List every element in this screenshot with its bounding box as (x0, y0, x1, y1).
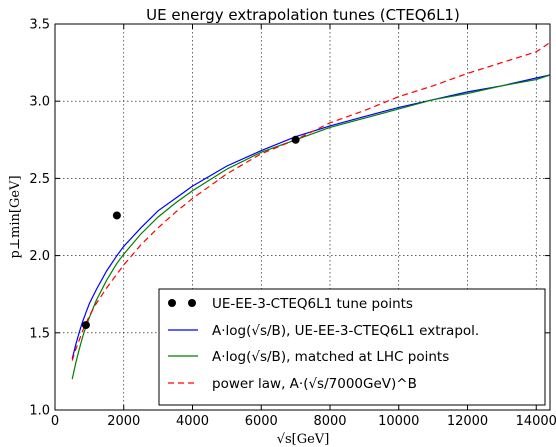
series-points (81, 135, 300, 330)
legend-entry: power law, A·(√s/7000GeV)^B (212, 376, 417, 392)
y-tick-label: 1.5 (29, 326, 50, 341)
y-tick-label: 2.5 (29, 172, 50, 187)
series-line-3 (71, 42, 551, 361)
legend-marker (168, 299, 176, 307)
legend-entry: A·log(√s/B), UE-EE-3-CTEQ6L1 extrapol. (212, 323, 479, 339)
legend-marker (188, 299, 196, 307)
x-tick-label: 12000 (447, 414, 488, 429)
x-tick-label: 10000 (378, 414, 419, 429)
chart-title: UE energy extrapolation tunes (CTEQ6L1) (146, 6, 460, 24)
data-point (112, 211, 121, 220)
x-tick-label: 2000 (107, 414, 140, 429)
data-point (291, 135, 300, 144)
y-tick-label: 2.0 (29, 249, 50, 264)
x-tick-label: 4000 (176, 414, 209, 429)
plot-frame (54, 23, 551, 411)
y-tick-label: 3.0 (29, 95, 50, 110)
y-tick-label: 1.0 (29, 404, 50, 419)
x-tick-label: 0 (51, 414, 59, 429)
legend-box (158, 288, 546, 406)
legend-entry: A·log(√s/B), matched at LHC points (212, 349, 449, 365)
axis-ticks: 0 2000 4000 6000 8000 10000 12000 14000 1.0 1.5 2.… (29, 18, 556, 430)
x-axis-label: √s[GeV] (277, 432, 330, 447)
y-tick-label: 3.5 (29, 18, 50, 33)
x-tick-label: 8000 (313, 414, 346, 429)
x-tick-label: 6000 (245, 414, 278, 429)
legend: UE-EE-3-CTEQ6L1 tune points A·log(√s/B), … (158, 288, 546, 406)
y-axis-label: p⊥min[GeV] (8, 175, 23, 258)
legend-entry: UE-EE-3-CTEQ6L1 tune points (212, 296, 413, 312)
x-tick-label: 14000 (516, 414, 556, 429)
data-point (81, 321, 90, 330)
